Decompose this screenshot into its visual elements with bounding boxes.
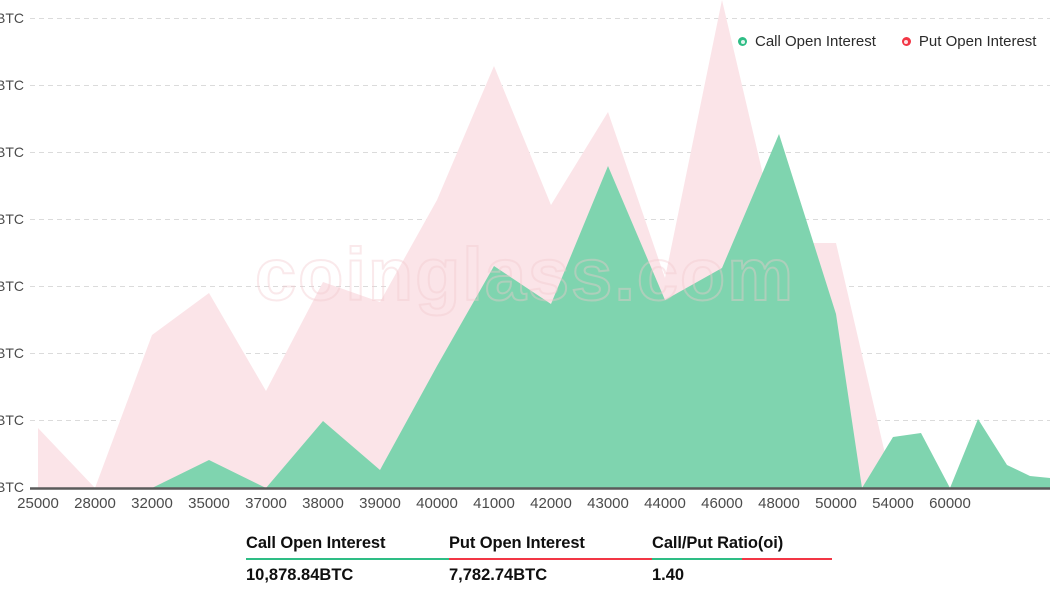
legend-label-put: Put Open Interest	[918, 33, 1037, 50]
legend-item-put[interactable]: Put Open Interest	[901, 33, 1037, 50]
y-axis-label-5: BTC	[0, 345, 24, 361]
summary-call-open-interest: Call Open Interest 10,878.84BTC	[246, 534, 449, 585]
summary-call-rule	[246, 558, 449, 560]
y-axis-label-4: BTC	[0, 278, 24, 294]
y-axis-label-7: BTC	[0, 479, 24, 495]
x-axis-tick-8: 41000	[473, 495, 515, 512]
y-axis-label-2: BTC	[0, 144, 24, 160]
x-axis-tick-15: 54000	[872, 495, 914, 512]
x-axis-tick-4: 37000	[245, 495, 287, 512]
summary-put-open-interest: Put Open Interest 7,782.74BTC	[449, 534, 652, 585]
summary-call-value: 10,878.84BTC	[246, 566, 354, 584]
x-axis-tick-13: 48000	[758, 495, 800, 512]
x-axis-tick-7: 40000	[416, 495, 458, 512]
y-axis-label-6: BTC	[0, 412, 24, 428]
summary-ratio-label: Call/Put Ratio(oi)	[652, 534, 784, 552]
summary-call-put-ratio: Call/Put Ratio(oi) 1.40	[652, 534, 832, 585]
y-axis-label-1: BTC	[0, 77, 24, 93]
x-axis-tick-6: 39000	[359, 495, 401, 512]
summary-ratio-rule	[652, 558, 832, 560]
x-axis-tick-12: 46000	[701, 495, 743, 512]
legend-label-call: Call Open Interest	[755, 33, 876, 50]
series-area-call	[38, 134, 1050, 488]
summary-put-rule	[449, 558, 652, 560]
summary-ratio-value: 1.40	[652, 566, 685, 584]
x-axis-tick-3: 35000	[188, 495, 230, 512]
plot-area: coinglass.com BTC BTC BTC BTC BTC BTC BT…	[0, 0, 1050, 495]
chart-legend: Call Open Interest Put Open Interest	[738, 33, 1036, 50]
y-axis-label-3: BTC	[0, 211, 24, 227]
summary-call-label: Call Open Interest	[246, 534, 386, 552]
x-axis-tick-2: 32000	[131, 495, 173, 512]
legend-item-call[interactable]: Call Open Interest	[738, 33, 876, 50]
x-axis-tick-10: 43000	[587, 495, 629, 512]
x-axis-tick-0: 25000	[17, 495, 59, 512]
summary-put-value: 7,782.74BTC	[449, 566, 548, 584]
x-axis-tick-9: 42000	[530, 495, 572, 512]
gridlines	[30, 18, 1050, 421]
summary-stats: Call Open Interest 10,878.84BTC Put Open…	[246, 534, 832, 585]
legend-dot-put-icon	[901, 37, 911, 46]
chart-canvas	[30, 0, 1050, 490]
x-axis-tick-16: 60000	[929, 495, 971, 512]
x-axis-tick-5: 38000	[302, 495, 344, 512]
x-axis-tick-11: 44000	[644, 495, 686, 512]
legend-dot-call-icon	[738, 37, 747, 46]
x-axis: 25000 28000 32000 35000 37000 38000 3900…	[0, 495, 1050, 521]
x-axis-tick-1: 28000	[74, 495, 116, 512]
x-axis-tick-14: 50000	[815, 495, 857, 512]
y-axis-label-0: BTC	[0, 10, 24, 26]
summary-put-label: Put Open Interest	[449, 534, 585, 552]
